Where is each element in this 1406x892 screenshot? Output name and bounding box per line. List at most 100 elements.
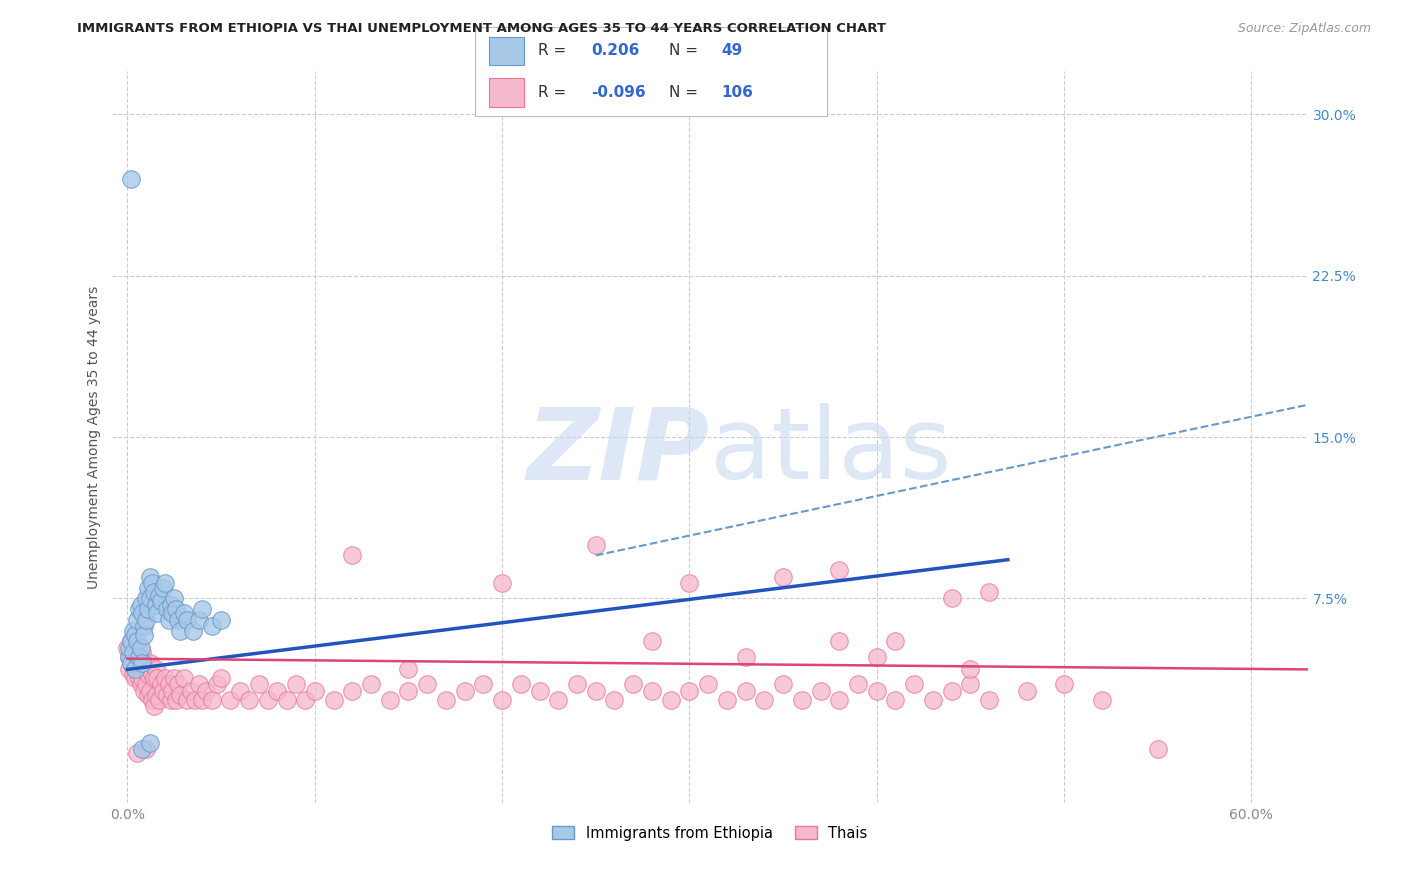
Point xyxy=(180,684,202,698)
Point xyxy=(201,619,224,633)
Point xyxy=(136,602,159,616)
Point xyxy=(173,607,195,621)
Point xyxy=(209,613,232,627)
Point xyxy=(141,692,163,706)
Point xyxy=(157,613,180,627)
Point xyxy=(117,640,139,655)
Point xyxy=(152,581,174,595)
Point xyxy=(979,692,1001,706)
Point xyxy=(304,684,326,698)
Text: IMMIGRANTS FROM ETHIOPIA VS THAI UNEMPLOYMENT AMONG AGES 35 TO 44 YEARS CORRELAT: IMMIGRANTS FROM ETHIOPIA VS THAI UNEMPLO… xyxy=(77,22,886,36)
Point xyxy=(131,645,153,659)
Point xyxy=(139,684,162,698)
Point xyxy=(416,677,439,691)
Text: N =: N = xyxy=(669,86,703,100)
Point xyxy=(884,634,907,648)
Point xyxy=(145,688,167,702)
Point xyxy=(120,656,142,670)
Point xyxy=(378,692,401,706)
Point xyxy=(322,692,344,706)
Point xyxy=(139,570,162,584)
Point xyxy=(1053,677,1076,691)
Point xyxy=(163,591,186,606)
Point xyxy=(146,671,169,685)
Point xyxy=(162,607,184,621)
Point xyxy=(342,684,364,698)
Point xyxy=(209,671,232,685)
Point xyxy=(129,677,152,691)
Point xyxy=(125,658,148,673)
Point xyxy=(141,576,163,591)
Point xyxy=(118,649,141,664)
Point xyxy=(162,684,184,698)
Point xyxy=(472,677,495,691)
Point xyxy=(167,677,190,691)
Point xyxy=(529,684,551,698)
Point xyxy=(398,662,420,676)
Point xyxy=(266,684,288,698)
Point xyxy=(810,684,832,698)
Point xyxy=(866,649,889,664)
Point xyxy=(134,619,156,633)
Point xyxy=(165,602,187,616)
Point xyxy=(187,613,209,627)
Point xyxy=(342,549,364,563)
Point xyxy=(153,576,176,591)
Bar xyxy=(489,78,524,107)
Text: Source: ZipAtlas.com: Source: ZipAtlas.com xyxy=(1237,22,1371,36)
Point xyxy=(603,692,626,706)
Point xyxy=(173,671,195,685)
Point xyxy=(734,684,756,698)
Point xyxy=(979,585,1001,599)
Point xyxy=(120,634,142,648)
Point xyxy=(941,684,963,698)
Point xyxy=(129,598,152,612)
Y-axis label: Unemployment Among Ages 35 to 44 years: Unemployment Among Ages 35 to 44 years xyxy=(87,285,101,589)
Point xyxy=(276,692,298,706)
Point xyxy=(122,624,145,638)
Point xyxy=(118,640,141,655)
Point xyxy=(128,602,150,616)
Point xyxy=(153,671,176,685)
Point xyxy=(134,684,156,698)
Point xyxy=(129,640,152,655)
Point xyxy=(201,692,224,706)
Point xyxy=(129,656,152,670)
Point xyxy=(866,684,889,698)
Point xyxy=(152,684,174,698)
Point xyxy=(181,624,204,638)
Point xyxy=(195,684,218,698)
Point xyxy=(585,684,607,698)
Point xyxy=(125,640,148,655)
Point xyxy=(922,692,945,706)
Point xyxy=(125,613,148,627)
Legend: Immigrants from Ethiopia, Thais: Immigrants from Ethiopia, Thais xyxy=(547,820,873,847)
Point xyxy=(142,585,165,599)
Point xyxy=(122,645,145,659)
Point xyxy=(187,677,209,691)
Point xyxy=(491,692,513,706)
Point xyxy=(453,684,475,698)
Point xyxy=(169,688,191,702)
Point xyxy=(434,692,457,706)
Point xyxy=(294,692,316,706)
Point xyxy=(734,649,756,664)
Point xyxy=(136,688,159,702)
Point xyxy=(142,671,165,685)
Point xyxy=(124,662,146,676)
Point xyxy=(959,677,981,691)
Point xyxy=(191,602,214,616)
Point xyxy=(120,656,142,670)
Point xyxy=(167,613,190,627)
Point xyxy=(716,692,738,706)
Point xyxy=(124,628,146,642)
Point xyxy=(145,598,167,612)
Point xyxy=(134,628,156,642)
Point xyxy=(509,677,531,691)
Point xyxy=(159,692,181,706)
Text: R =: R = xyxy=(538,86,572,100)
Point xyxy=(135,591,157,606)
Point xyxy=(247,677,270,691)
Point xyxy=(1090,692,1112,706)
Point xyxy=(360,677,382,691)
